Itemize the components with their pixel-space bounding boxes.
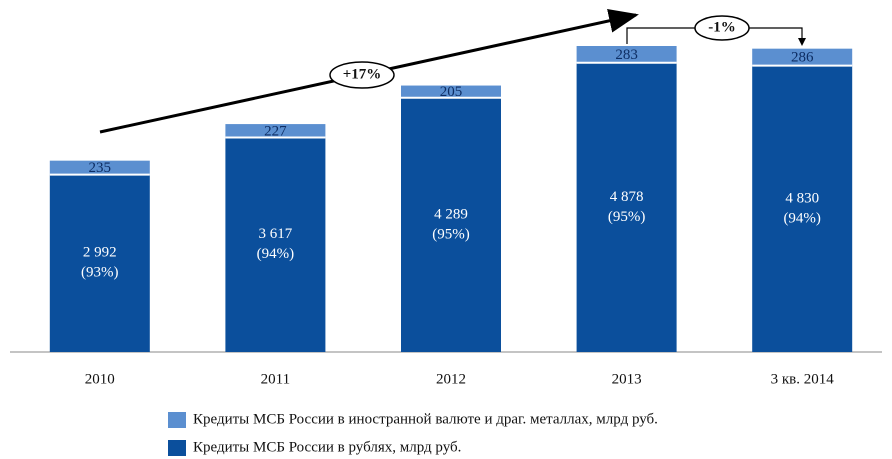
value-label: 235: [89, 160, 112, 176]
legend-label: Кредиты МСБ России в иностранной валюте …: [193, 411, 658, 427]
bar-segment: [225, 137, 326, 352]
value-label: 227: [264, 123, 287, 139]
share-label: (95%): [432, 226, 470, 242]
legend-swatch: [168, 412, 186, 428]
x-tick-label: 2012: [436, 371, 466, 387]
bar-segment: [752, 65, 853, 352]
value-label: 4 830: [785, 190, 819, 206]
bar-segment: [752, 48, 853, 66]
bar-segment: [49, 174, 150, 352]
annotation: -1%: [708, 19, 736, 35]
annotation-ellipse: [694, 15, 750, 41]
bar-segment: [401, 85, 501, 98]
x-tick-label: 3 кв. 2014: [771, 371, 835, 387]
value-label: 205: [440, 84, 463, 100]
value-label: 3 617: [259, 226, 293, 242]
share-label: (94%): [257, 246, 295, 262]
value-label: 2 992: [83, 245, 117, 261]
bar-segment: [401, 97, 501, 353]
bracket-arrow: [798, 38, 806, 46]
bar-segment: [576, 46, 677, 63]
bar-segment: [49, 160, 150, 175]
x-tick-label: 2010: [85, 371, 115, 387]
share-label: (94%): [783, 210, 821, 226]
legend-label: Кредиты МСБ России в рублях, млрд руб.: [193, 439, 461, 455]
annotation-ellipse: [329, 61, 395, 89]
value-label: 286: [791, 50, 814, 66]
bar-segment: [225, 124, 326, 138]
share-label: (95%): [608, 209, 646, 225]
x-tick-label: 2011: [261, 371, 290, 387]
share-label: (93%): [81, 265, 119, 281]
value-label: 4 878: [610, 189, 644, 205]
value-label: 4 289: [434, 206, 468, 222]
bar-segment: [576, 62, 677, 353]
annotations: +17% -1%: [99, 9, 806, 134]
annotation: +17%: [343, 66, 382, 82]
value-label: 283: [615, 47, 638, 63]
legend-swatch: [168, 440, 186, 456]
x-tick-label: 2013: [612, 371, 642, 387]
